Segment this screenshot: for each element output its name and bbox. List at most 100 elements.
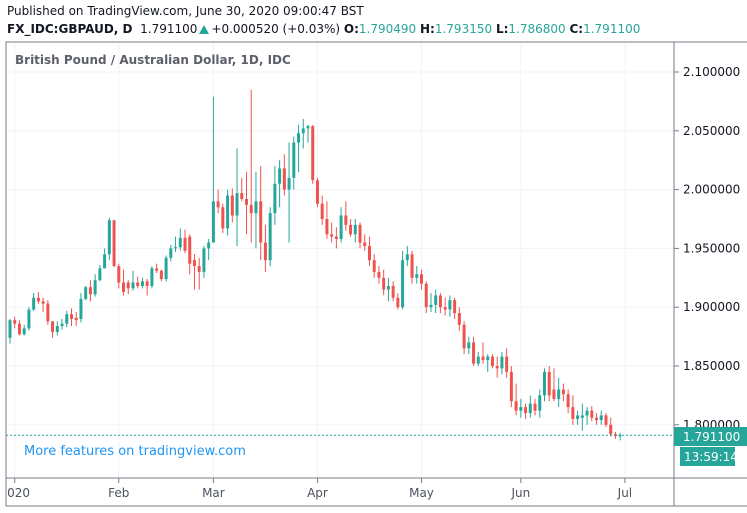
candle xyxy=(363,234,367,251)
candle xyxy=(571,395,575,425)
time-axis[interactable]: 2020 Feb Mar Apr May Jun Jul xyxy=(0,478,632,500)
up-triangle-icon xyxy=(199,25,210,34)
candle-body xyxy=(150,268,154,287)
candle xyxy=(382,269,386,296)
candle xyxy=(453,297,457,319)
candle-body xyxy=(547,371,551,396)
candle xyxy=(131,270,135,291)
candle xyxy=(557,377,561,408)
time-tick-label: Jun xyxy=(510,486,530,500)
candle xyxy=(84,286,88,301)
time-tick-label: Jul xyxy=(617,486,632,500)
candle xyxy=(207,238,211,261)
candle xyxy=(301,119,305,149)
candle xyxy=(609,417,613,437)
candle-body xyxy=(140,281,144,287)
candle-body xyxy=(159,270,163,279)
candle xyxy=(169,244,173,262)
candle xyxy=(126,280,130,295)
candle xyxy=(311,124,315,184)
candle xyxy=(22,324,26,336)
candle xyxy=(438,293,442,314)
candle xyxy=(202,246,206,278)
candle xyxy=(107,217,111,261)
candle-body xyxy=(349,224,353,235)
candle xyxy=(145,278,149,296)
candle-body xyxy=(358,224,362,243)
candle xyxy=(188,234,192,275)
candle-body xyxy=(391,286,395,298)
candle-body xyxy=(490,356,494,366)
candle-body xyxy=(84,287,88,299)
candle-body xyxy=(107,220,111,255)
candle-body xyxy=(538,395,542,411)
candle xyxy=(88,280,92,302)
candle xyxy=(476,351,480,366)
candle xyxy=(434,289,438,314)
candle-body xyxy=(585,410,589,416)
candle xyxy=(576,410,580,425)
candle xyxy=(349,219,353,237)
candle xyxy=(410,250,414,284)
high-label: H: xyxy=(420,22,435,36)
candle-body xyxy=(363,242,367,247)
price-axis[interactable]: 2.100000 2.050000 2.000000 1.950000 1.900000… xyxy=(674,65,740,432)
candle-body xyxy=(580,415,584,418)
price-tick-label: 2.100000 xyxy=(683,65,740,79)
candle-body xyxy=(486,356,490,361)
candle-body xyxy=(429,304,433,308)
candle xyxy=(155,263,159,274)
candle-body xyxy=(443,307,447,310)
candle xyxy=(46,300,50,325)
candle-body xyxy=(126,282,130,289)
candle-body xyxy=(164,257,168,279)
candle xyxy=(505,348,509,378)
candle xyxy=(542,368,546,402)
candle-body xyxy=(495,366,499,369)
candle xyxy=(377,266,381,284)
candle xyxy=(306,124,310,143)
candle-body xyxy=(590,410,594,418)
candle xyxy=(566,389,570,414)
candle xyxy=(79,293,83,323)
candle-body xyxy=(273,183,277,214)
candle-body xyxy=(372,260,376,272)
candle-body xyxy=(325,219,329,235)
price-tick-label: 1.900000 xyxy=(683,300,740,314)
low-value: 1.786800 xyxy=(508,22,566,36)
candle-body xyxy=(155,268,159,271)
candle xyxy=(263,224,267,272)
candle-body xyxy=(434,295,438,305)
candle xyxy=(292,136,296,190)
candle xyxy=(211,96,215,243)
candle-body xyxy=(254,201,258,214)
price-tick-label: 2.000000 xyxy=(683,183,740,197)
candle-body xyxy=(353,224,357,235)
candle-body xyxy=(174,247,178,249)
candle-body xyxy=(524,407,528,414)
candle-body xyxy=(8,320,12,338)
candle xyxy=(552,368,556,402)
candle-body xyxy=(65,314,69,324)
candle-body xyxy=(226,195,230,229)
candle xyxy=(424,281,428,314)
candle xyxy=(315,177,319,208)
candle-body xyxy=(542,371,546,396)
candle xyxy=(17,320,21,336)
candle xyxy=(604,413,608,428)
candle xyxy=(325,201,329,239)
candle-body xyxy=(462,324,466,349)
candle-body xyxy=(13,320,17,324)
candle xyxy=(519,398,523,418)
more-features-link[interactable]: More features on tradingview.com xyxy=(24,444,246,459)
time-tick-label: 2020 xyxy=(0,486,30,500)
candle-body xyxy=(112,220,116,267)
published-line: Published on TradingView.com, June 30, 2… xyxy=(7,4,364,18)
candle-body xyxy=(528,403,532,414)
candle xyxy=(174,236,178,252)
candle xyxy=(117,263,121,289)
candle-body xyxy=(301,128,305,134)
candle-body xyxy=(207,242,211,249)
symbol-info-line: FX_IDC:GBPAUD, D 1.791100 +0.000520 (+0.0… xyxy=(7,22,640,36)
